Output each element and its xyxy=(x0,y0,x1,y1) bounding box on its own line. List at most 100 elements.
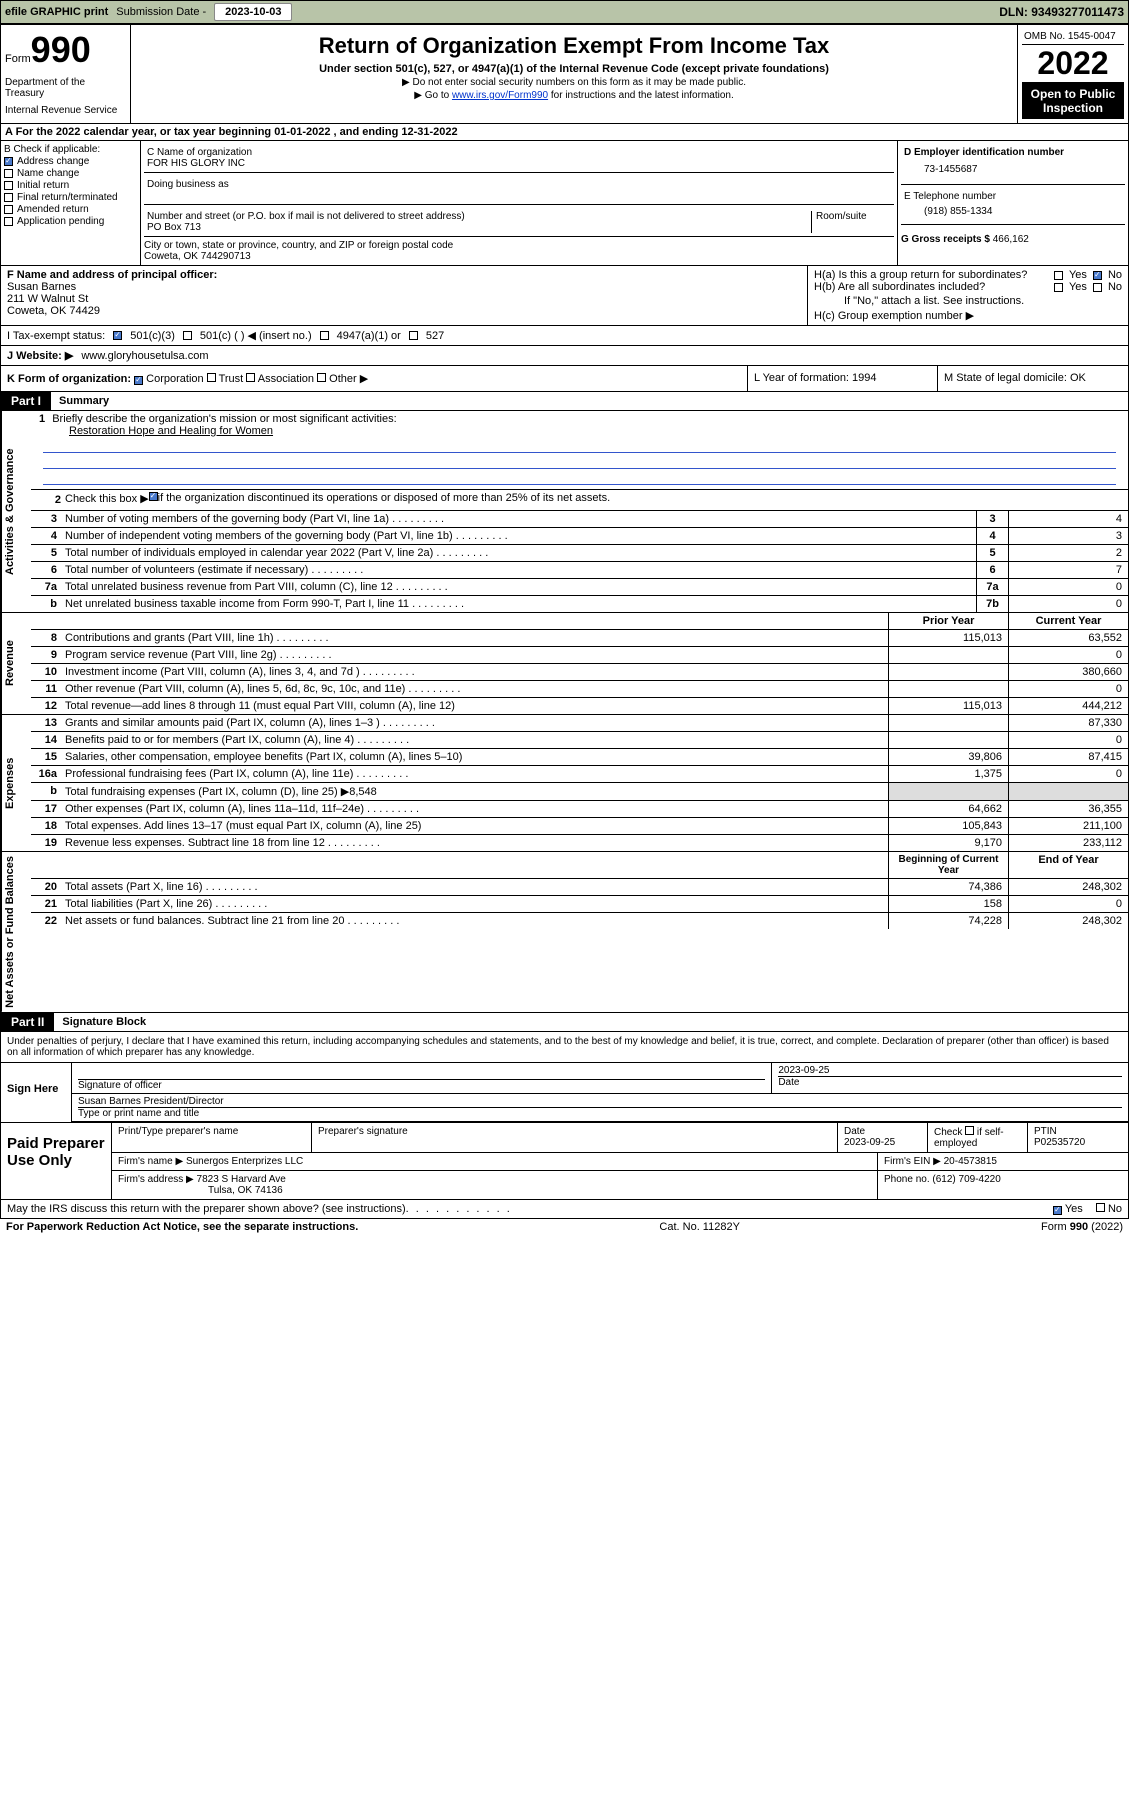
pra-notice: For Paperwork Reduction Act Notice, see … xyxy=(6,1221,358,1233)
checkbox-corp[interactable] xyxy=(134,376,143,385)
addr-label: Number and street (or P.O. box if mail i… xyxy=(147,211,811,222)
dept-label: Department of the Treasury xyxy=(5,77,126,99)
l-year-formation: L Year of formation: 1994 xyxy=(748,366,938,391)
prep-sig-label: Preparer's signature xyxy=(312,1123,838,1152)
hb-label: H(b) Are all subordinates included? xyxy=(814,281,1048,293)
officer-addr1: 211 W Walnut St xyxy=(7,293,801,305)
ha-label: H(a) Is this a group return for subordin… xyxy=(814,269,1048,281)
box-deg: D Employer identification number 73-1455… xyxy=(898,141,1128,265)
sig-officer-label: Signature of officer xyxy=(78,1079,765,1091)
l1-label: Briefly describe the organization's miss… xyxy=(52,413,396,425)
hb-note: If "No," attach a list. See instructions… xyxy=(814,293,1122,309)
tax-year: 2022 xyxy=(1022,45,1124,83)
checkbox-initial-return[interactable] xyxy=(4,181,13,190)
sub-date-label: Submission Date - xyxy=(116,6,206,18)
prior-year-hdr: Prior Year xyxy=(888,613,1008,629)
form-title: Return of Organization Exempt From Incom… xyxy=(135,33,1013,59)
street-address: PO Box 713 xyxy=(147,222,811,233)
checkbox-address-change[interactable] xyxy=(4,157,13,166)
form-year-footer: Form 990 (2022) xyxy=(1041,1221,1123,1233)
sig-date: 2023-09-25 xyxy=(778,1065,1122,1076)
curr-year-hdr: Current Year xyxy=(1008,613,1128,629)
phone-label: E Telephone number xyxy=(904,191,1122,202)
topbar: efile GRAPHIC print Submission Date - 20… xyxy=(0,0,1129,24)
checkbox-self-emp[interactable] xyxy=(965,1126,974,1135)
l7b-val: 0 xyxy=(1008,596,1128,612)
org-name-label: C Name of organization xyxy=(147,147,891,158)
discuss-label: May the IRS discuss this return with the… xyxy=(7,1203,406,1215)
note-goto-pre: ▶ Go to xyxy=(414,90,452,101)
gross-label: G Gross receipts $ xyxy=(901,234,990,245)
city-label: City or town, state or province, country… xyxy=(144,240,894,251)
form-subtitle: Under section 501(c), 527, or 4947(a)(1)… xyxy=(135,63,1013,75)
dln-label: DLN: 93493277011473 xyxy=(999,5,1124,19)
officer-name-title: Susan Barnes President/Director xyxy=(78,1096,1122,1107)
part1-header: Part I xyxy=(1,392,51,410)
firm-phone: (612) 709-4220 xyxy=(932,1174,1000,1185)
row-a-taxyear: A For the 2022 calendar year, or tax yea… xyxy=(0,124,1129,141)
checkbox-527[interactable] xyxy=(409,331,418,340)
name-title-label: Type or print name and title xyxy=(78,1107,1122,1119)
side-expenses: Expenses xyxy=(1,715,31,851)
checkbox-501c3[interactable] xyxy=(113,331,122,340)
checkbox-501c[interactable] xyxy=(183,331,192,340)
l4-label: Number of independent voting members of … xyxy=(61,528,976,544)
part2-title: Signature Block xyxy=(54,1014,154,1030)
form-header: Form990 Department of the Treasury Inter… xyxy=(0,24,1129,124)
checkbox-trust[interactable] xyxy=(207,373,216,382)
l3-val: 4 xyxy=(1008,511,1128,527)
checkbox-discontinued[interactable] xyxy=(149,492,158,501)
gross-value: 466,162 xyxy=(993,234,1029,245)
l6-label: Total number of volunteers (estimate if … xyxy=(61,562,976,578)
checkbox-amended[interactable] xyxy=(4,205,13,214)
officer-name: Susan Barnes xyxy=(7,281,801,293)
box-b-header: B Check if applicable: xyxy=(4,144,137,155)
paid-preparer-label: Paid Preparer Use Only xyxy=(1,1123,111,1199)
l5-label: Total number of individuals employed in … xyxy=(61,545,976,561)
omb-number: OMB No. 1545-0047 xyxy=(1022,29,1124,45)
irs-link[interactable]: www.irs.gov/Form990 xyxy=(452,90,548,101)
cat-no: Cat. No. 11282Y xyxy=(659,1221,740,1233)
ein-value: 73-1455687 xyxy=(904,158,1122,181)
box-b: B Check if applicable: Address change Na… xyxy=(1,141,141,265)
l7a-val: 0 xyxy=(1008,579,1128,595)
note-goto-post: for instructions and the latest informat… xyxy=(548,90,734,101)
officer-label: F Name and address of principal officer: xyxy=(7,269,801,281)
checkbox-discuss-no[interactable] xyxy=(1096,1203,1105,1212)
checkbox-hb-no[interactable] xyxy=(1093,283,1102,292)
firm-addr1: 7823 S Harvard Ave xyxy=(197,1174,286,1185)
checkbox-final-return[interactable] xyxy=(4,193,13,202)
checkbox-app-pending[interactable] xyxy=(4,217,13,226)
l1-mission: Restoration Hope and Healing for Women xyxy=(35,425,273,437)
dba-label: Doing business as xyxy=(147,179,891,190)
checkbox-name-change[interactable] xyxy=(4,169,13,178)
l7b-label: Net unrelated business taxable income fr… xyxy=(61,596,976,612)
checkbox-hb-yes[interactable] xyxy=(1054,283,1063,292)
j-label: J Website: ▶ xyxy=(7,349,73,362)
form-number: 990 xyxy=(31,29,91,70)
org-name: FOR HIS GLORY INC xyxy=(147,158,891,169)
m-domicile: M State of legal domicile: OK xyxy=(938,366,1128,391)
l3-label: Number of voting members of the governin… xyxy=(61,511,976,527)
l5-val: 2 xyxy=(1008,545,1128,561)
checkbox-ha-no[interactable] xyxy=(1093,271,1102,280)
side-netassets: Net Assets or Fund Balances xyxy=(1,852,31,1012)
i-label: I Tax-exempt status: xyxy=(7,330,105,342)
firm-addr2: Tulsa, OK 74136 xyxy=(118,1185,283,1196)
checkbox-discuss-yes[interactable] xyxy=(1053,1206,1062,1215)
checkbox-other[interactable] xyxy=(317,373,326,382)
sign-here-label: Sign Here xyxy=(1,1063,71,1122)
officer-addr2: Coweta, OK 74429 xyxy=(7,305,801,317)
efile-label: efile GRAPHIC print xyxy=(5,6,108,18)
ein-label: D Employer identification number xyxy=(904,147,1122,158)
website-value: www.gloryhousetulsa.com xyxy=(81,350,208,362)
box-c: C Name of organization FOR HIS GLORY INC… xyxy=(141,141,898,265)
irs-label: Internal Revenue Service xyxy=(5,105,126,116)
checkbox-ha-yes[interactable] xyxy=(1054,271,1063,280)
firm-name: Sunergos Enterprizes LLC xyxy=(186,1156,303,1167)
city-state-zip: Coweta, OK 744290713 xyxy=(144,251,894,262)
checkbox-4947[interactable] xyxy=(320,331,329,340)
note-ssn: ▶ Do not enter social security numbers o… xyxy=(135,77,1013,88)
submission-date-button[interactable]: 2023-10-03 xyxy=(214,3,292,21)
checkbox-assoc[interactable] xyxy=(246,373,255,382)
